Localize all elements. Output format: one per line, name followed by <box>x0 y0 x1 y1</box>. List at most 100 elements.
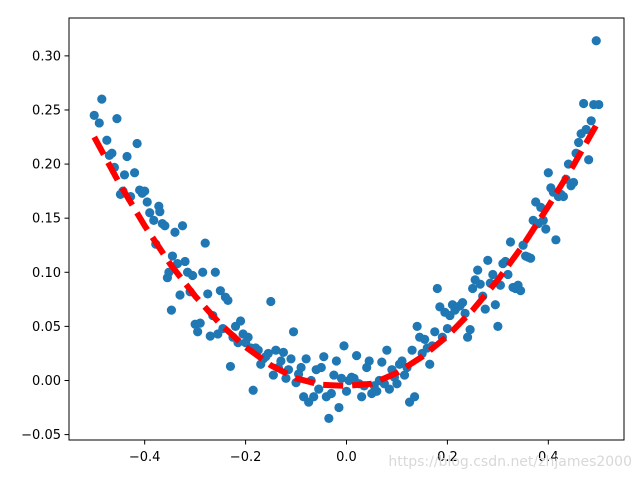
scatter-point <box>177 221 188 231</box>
x-tick-label: 0.2 <box>437 450 458 465</box>
scatter-point <box>316 362 326 373</box>
scatter-point <box>235 316 246 326</box>
scatter-point <box>205 331 215 341</box>
scatter-point <box>180 256 190 267</box>
scatter-point <box>573 137 584 148</box>
scatter-point <box>119 170 130 180</box>
scatter-point <box>442 323 453 334</box>
scatter-point <box>526 253 536 263</box>
scatter-point <box>281 373 291 383</box>
scatter-point <box>329 370 339 380</box>
fit-curve-line <box>91 119 602 389</box>
scatter-point <box>170 227 180 237</box>
scatter-point <box>412 321 422 331</box>
y-tick-label: 0.15 <box>32 212 61 227</box>
scatter-point <box>462 332 473 342</box>
scatter-point <box>296 362 306 373</box>
scatter-point <box>94 118 104 128</box>
scatter-point <box>334 402 344 413</box>
scatter-point <box>490 300 500 310</box>
scatter-point <box>142 197 152 207</box>
x-tick-label: 0.0 <box>336 450 357 465</box>
scatter-point <box>112 114 122 124</box>
scatter-point <box>301 354 311 364</box>
scatter-point <box>473 265 483 275</box>
scatter-point <box>410 392 420 402</box>
scatter-point <box>210 267 220 277</box>
scatter-point <box>425 359 435 369</box>
scatter-point <box>160 221 170 231</box>
scatter-point <box>331 356 342 366</box>
marks-layer <box>89 36 604 423</box>
scatter-point <box>407 345 417 355</box>
y-tick-label: 0.10 <box>32 266 61 281</box>
x-tick-label: −0.2 <box>230 450 262 465</box>
scatter-point <box>193 327 203 337</box>
scatter-point <box>188 270 198 281</box>
scatter-point <box>457 297 468 308</box>
scatter-point <box>319 352 329 362</box>
scatter-point <box>493 321 503 331</box>
scatter-point <box>382 345 392 355</box>
scatter-point <box>215 286 225 296</box>
y-tick-label: 0.00 <box>32 374 61 389</box>
scatter-point <box>430 327 440 337</box>
scatter-point <box>364 356 374 366</box>
scatter-point <box>518 240 528 250</box>
scatter-point <box>309 392 319 402</box>
scatter-point <box>399 370 410 380</box>
scatter-point <box>132 138 142 149</box>
scatter-point <box>243 332 253 342</box>
scatter-point <box>372 386 382 396</box>
scatter-point <box>200 238 210 248</box>
scatter-point <box>339 341 349 351</box>
scatter-point <box>591 36 601 46</box>
x-tick-label: 0.4 <box>538 450 559 465</box>
scatter-point <box>357 392 367 402</box>
scatter-point <box>503 269 513 280</box>
scatter-point <box>326 388 336 399</box>
scatter-point <box>377 357 387 367</box>
scatter-point <box>551 235 561 245</box>
scatter-point <box>166 305 177 315</box>
scatter-point <box>538 215 548 225</box>
scatter-point <box>102 135 112 145</box>
scatter-point <box>505 237 516 247</box>
scatter-point <box>336 373 347 383</box>
y-tick-label: −0.05 <box>21 428 61 443</box>
y-tick-label: 0.05 <box>32 320 61 335</box>
scatter-point <box>432 283 442 294</box>
scatter-point <box>129 168 140 178</box>
scatter-point <box>175 290 185 300</box>
scatter-point <box>97 94 107 104</box>
scatter-point <box>584 155 594 165</box>
scatter-point <box>558 191 569 202</box>
scatter-point <box>203 289 213 299</box>
scatter-point <box>483 255 493 265</box>
scatter-point <box>167 251 178 261</box>
scatter-point <box>198 267 208 277</box>
scatter-point <box>568 177 579 188</box>
watermark-text: https://blog.csdn.net/zhjames2000 <box>388 454 632 470</box>
axis-ticks: −0.4 −0.2 0.0 0.2 0.4 −0.05 0.00 0.05 0.10 0.15 0.… <box>21 49 559 465</box>
scatter-point <box>122 151 132 162</box>
scatter-point <box>397 356 407 366</box>
scatter-point <box>268 370 278 380</box>
scatter-point <box>225 361 236 372</box>
y-tick-label: 0.20 <box>32 158 61 173</box>
scatter-point <box>586 116 596 126</box>
scatter-point <box>581 124 591 135</box>
scatter-point <box>543 168 553 178</box>
y-tick-label: 0.30 <box>32 49 61 64</box>
scatter-point <box>263 348 273 359</box>
scatter-point <box>276 356 286 366</box>
scatter-point <box>223 295 233 306</box>
scatter-point <box>465 325 475 335</box>
scatter-point <box>324 413 334 423</box>
scatter-point <box>107 148 117 158</box>
scatter-point <box>278 347 289 357</box>
scatter-point <box>288 327 299 337</box>
scatter-point <box>271 345 281 355</box>
scatter-point <box>384 384 394 394</box>
